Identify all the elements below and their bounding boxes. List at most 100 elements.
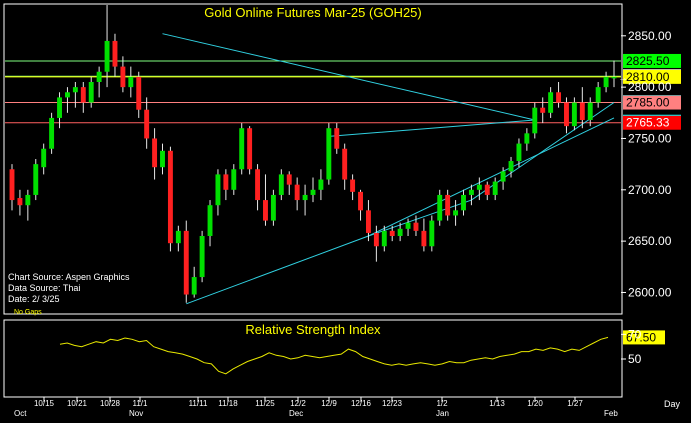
candle-body — [152, 138, 158, 168]
candle-body — [587, 102, 593, 120]
candle-body — [191, 277, 197, 295]
candle-body — [112, 40, 118, 67]
candle-body — [461, 194, 466, 211]
candle-body — [17, 198, 23, 206]
candle-body — [405, 222, 411, 229]
rsi-value-label: 67.50 — [626, 330, 656, 344]
month-label: Feb — [604, 409, 618, 418]
date-label: 11/18 — [218, 399, 238, 408]
candle-body — [9, 169, 15, 201]
chart-title: Gold Online Futures Mar-25 (GOH25) — [204, 5, 421, 20]
candle-body — [263, 200, 268, 221]
date-label: 12/16 — [351, 399, 372, 408]
candle-body — [334, 128, 340, 149]
date-label: 1/2 — [436, 399, 448, 408]
candle-body — [247, 128, 253, 170]
info-source: Chart Source: Aspen Graphics — [8, 272, 130, 282]
candle-body — [421, 230, 427, 247]
candle-body — [88, 82, 94, 103]
candle-body — [239, 128, 245, 170]
candle-body — [207, 205, 213, 236]
candle-body — [603, 76, 609, 88]
candle-body — [57, 97, 62, 118]
candle-body — [556, 92, 562, 103]
candle-body — [41, 148, 47, 168]
price-level-label: 2825.50 — [626, 54, 670, 68]
info-data: Data Source: Thai — [8, 283, 80, 293]
date-label: 12/2 — [290, 399, 306, 408]
date-label: 12/9 — [321, 399, 337, 408]
price-tick-label: 2850.00 — [628, 29, 672, 43]
rsi-tick-label: 50 — [628, 352, 642, 366]
price-level-label: 2810.00 — [626, 70, 670, 84]
candle-body — [413, 222, 419, 231]
candle-body — [215, 174, 221, 206]
price-tick-label: 2800.00 — [628, 80, 672, 94]
candle-body — [25, 194, 31, 206]
candle-body — [231, 169, 237, 190]
candle-body — [595, 87, 601, 103]
candle-body — [468, 189, 474, 195]
price-level-badge — [623, 69, 681, 84]
candle-body — [453, 210, 459, 216]
candle-body — [358, 191, 363, 211]
rsi-value-badge — [623, 330, 665, 345]
candle-body — [318, 179, 324, 190]
candle-body — [286, 174, 292, 185]
month-label: Dec — [289, 409, 303, 418]
candle-body — [120, 66, 126, 88]
candle-body — [484, 184, 490, 195]
candle-body — [381, 230, 387, 247]
date-label: 12/23 — [382, 399, 403, 408]
date-label: 11/1 — [133, 399, 149, 408]
date-label: 11/11 — [189, 399, 208, 408]
candle-body — [611, 76, 617, 79]
candle-body — [516, 143, 522, 162]
info-date: Date: 2/ 3/25 — [8, 294, 60, 304]
price-level-badge — [623, 95, 681, 110]
candle-body — [160, 150, 165, 168]
candle-body — [128, 76, 134, 88]
candle-body — [524, 133, 530, 144]
candle-body — [326, 128, 332, 180]
candle-body — [397, 228, 403, 236]
candle-body — [350, 179, 356, 192]
candle-body — [223, 174, 229, 190]
month-label: Oct — [14, 409, 27, 418]
candle-body — [72, 87, 78, 93]
candle-body — [492, 181, 498, 195]
candle-body — [167, 150, 173, 244]
candle-body — [564, 102, 569, 127]
last-price-arrow: → — [618, 73, 628, 84]
date-label: 10/28 — [100, 399, 121, 408]
candle-body — [278, 174, 284, 195]
candle-body — [33, 164, 39, 195]
day-label: Day — [664, 399, 681, 409]
date-label: 1/13 — [489, 399, 505, 408]
candle-body — [342, 148, 348, 180]
price-tick-label: 2600.00 — [628, 285, 672, 299]
candle-body — [64, 92, 70, 98]
candle-body — [49, 117, 55, 149]
rsi-line — [59, 336, 609, 375]
candle-body — [476, 184, 482, 190]
candle-body — [80, 87, 86, 103]
candle-body — [548, 92, 554, 113]
price-tick-label: 2650.00 — [628, 234, 672, 248]
candle-body — [365, 210, 371, 233]
rsi-title: Relative Strength Index — [245, 322, 381, 337]
candle-body — [540, 107, 546, 113]
date-label: 10/21 — [67, 399, 88, 408]
candle-body — [508, 161, 514, 172]
candle-body — [429, 220, 435, 247]
month-label: Nov — [129, 409, 143, 418]
date-label: 1/27 — [567, 399, 583, 408]
candle-body — [532, 107, 538, 134]
candle-body — [571, 102, 577, 127]
month-label: Jan — [436, 409, 449, 418]
candle-body — [294, 184, 300, 201]
price-level-badge — [623, 115, 681, 130]
price-level-badge — [623, 53, 681, 68]
